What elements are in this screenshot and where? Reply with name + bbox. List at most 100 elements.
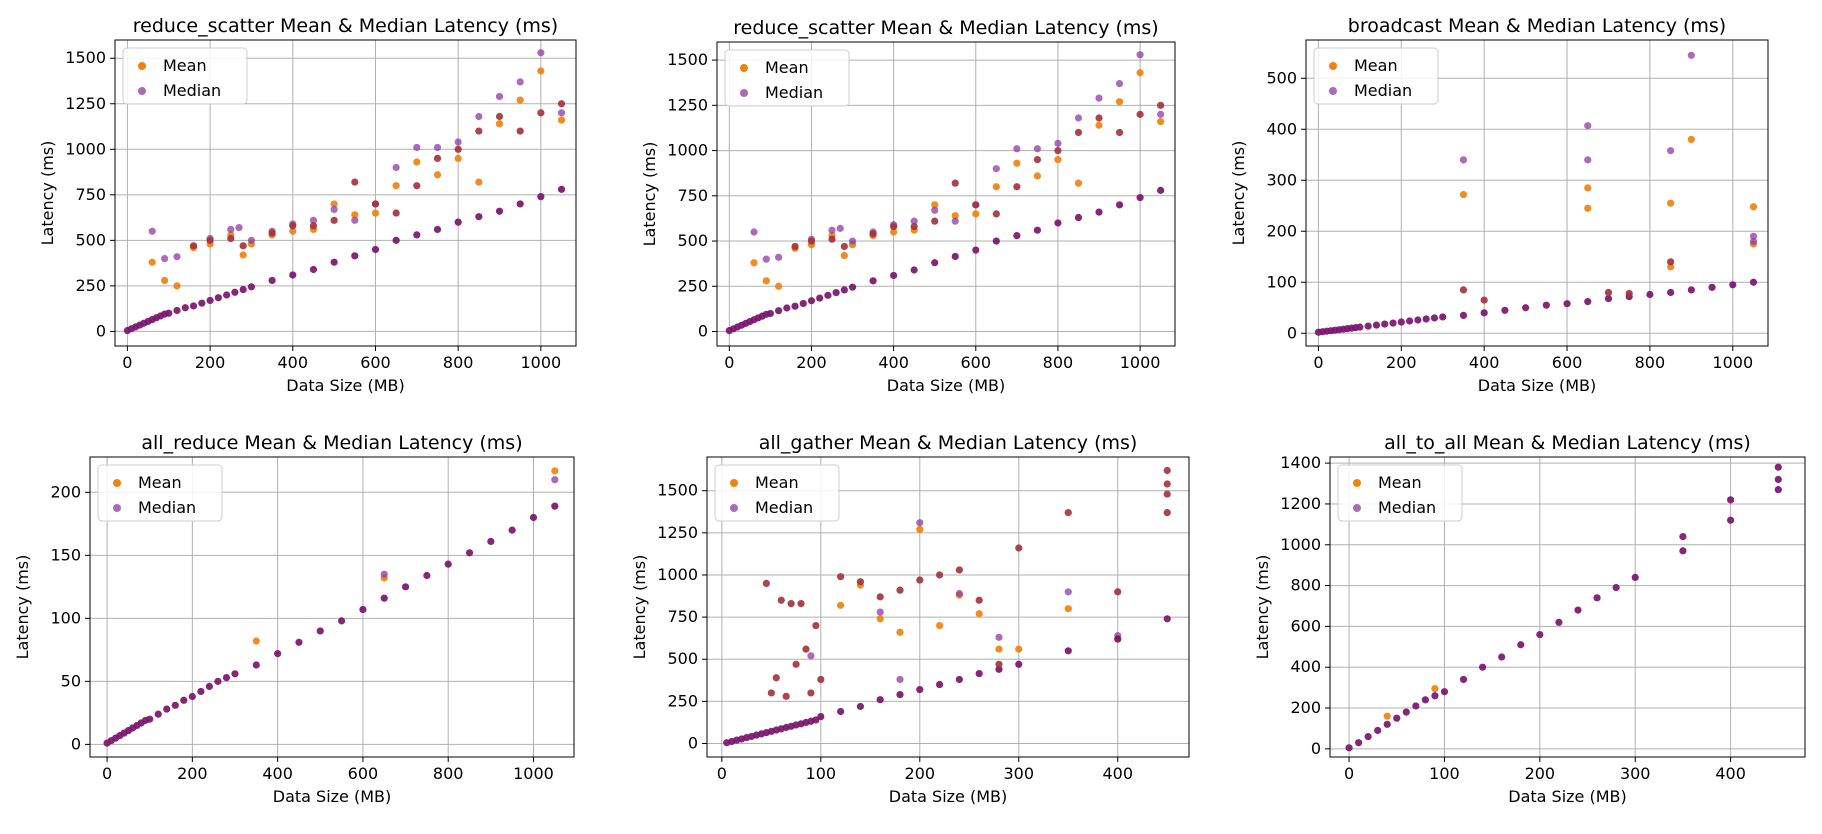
data-point bbox=[890, 222, 898, 231]
data-point bbox=[444, 560, 452, 568]
data-point bbox=[1667, 263, 1675, 271]
y-tick-label: 500 bbox=[677, 231, 708, 250]
data-point bbox=[163, 705, 171, 713]
chart-panel-4: all_reduce Mean & Median Latency (ms) 0 20… bbox=[13, 432, 575, 806]
data-point bbox=[837, 601, 845, 609]
data-point bbox=[1555, 618, 1563, 626]
data-point bbox=[828, 235, 836, 243]
data-point bbox=[750, 228, 758, 236]
data-point bbox=[951, 217, 959, 225]
data-point bbox=[1383, 712, 1391, 720]
data-point bbox=[295, 638, 303, 646]
data-point bbox=[1774, 486, 1782, 494]
data-point bbox=[916, 576, 924, 584]
data-point bbox=[239, 242, 247, 250]
y-tick-label: 1000 bbox=[1280, 535, 1321, 554]
data-point bbox=[935, 680, 944, 689]
data-point bbox=[495, 120, 504, 128]
data-point bbox=[1015, 645, 1023, 653]
y-tick-label: 1250 bbox=[657, 523, 698, 542]
x-tick-label: 800 bbox=[1043, 353, 1074, 372]
data-point bbox=[955, 566, 963, 574]
data-point bbox=[1074, 128, 1083, 137]
data-point bbox=[1679, 532, 1687, 541]
y-tick-label: 1500 bbox=[657, 481, 698, 500]
data-point bbox=[516, 127, 524, 135]
data-point bbox=[766, 309, 774, 318]
data-point bbox=[495, 207, 504, 215]
plot-frame bbox=[706, 456, 1190, 758]
data-point bbox=[931, 259, 939, 267]
data-point bbox=[1480, 296, 1488, 304]
data-point bbox=[165, 309, 173, 317]
data-point bbox=[1402, 708, 1410, 716]
data-point bbox=[1074, 179, 1083, 187]
data-point bbox=[896, 691, 904, 699]
y-tick-label: 300 bbox=[1266, 170, 1297, 189]
data-point bbox=[516, 200, 524, 208]
legend-marker-mean bbox=[138, 62, 146, 70]
data-point bbox=[475, 127, 483, 135]
data-point bbox=[1345, 744, 1353, 752]
y-tick-label: 250 bbox=[667, 691, 698, 710]
data-point bbox=[876, 696, 884, 704]
data-point bbox=[146, 715, 154, 723]
data-point bbox=[1136, 51, 1144, 59]
data-point bbox=[797, 600, 805, 608]
data-point bbox=[1667, 258, 1675, 266]
data-point bbox=[1646, 290, 1654, 299]
data-point bbox=[454, 138, 462, 146]
data-point bbox=[848, 237, 857, 245]
data-point bbox=[516, 78, 524, 86]
data-point bbox=[1374, 726, 1382, 735]
data-point bbox=[1584, 184, 1592, 192]
plot-frame bbox=[716, 41, 1176, 347]
y-tick-label: 1500 bbox=[65, 48, 106, 67]
data-point bbox=[762, 579, 770, 588]
data-point bbox=[1584, 122, 1592, 130]
x-tick-label: 600 bbox=[360, 353, 391, 372]
data-point bbox=[454, 154, 462, 162]
data-point bbox=[955, 675, 963, 684]
data-point bbox=[371, 245, 380, 254]
data-point bbox=[1439, 313, 1447, 321]
data-point bbox=[1054, 139, 1062, 147]
data-point bbox=[380, 570, 388, 578]
data-point bbox=[1095, 114, 1103, 122]
data-point bbox=[975, 596, 983, 604]
legend: Mean Median bbox=[724, 49, 850, 107]
data-point bbox=[1667, 199, 1675, 207]
data-point bbox=[239, 251, 247, 259]
data-point bbox=[148, 258, 156, 266]
data-point bbox=[1749, 237, 1758, 246]
data-point bbox=[189, 242, 198, 250]
data-point bbox=[1536, 630, 1544, 639]
y-tick-label: 0 bbox=[1311, 739, 1321, 758]
y-tick-label: 600 bbox=[1290, 616, 1321, 635]
y-tick-label: 0 bbox=[688, 734, 698, 753]
data-point bbox=[777, 596, 785, 604]
data-point bbox=[551, 476, 559, 484]
data-point bbox=[824, 291, 832, 299]
data-point bbox=[890, 228, 898, 236]
data-point bbox=[551, 467, 559, 475]
data-point bbox=[992, 237, 1000, 245]
data-point bbox=[392, 209, 400, 217]
data-point bbox=[1397, 318, 1405, 326]
data-point bbox=[1074, 213, 1083, 222]
y-tick-label: 0 bbox=[1287, 323, 1297, 342]
data-point bbox=[148, 227, 156, 235]
data-point bbox=[1033, 172, 1041, 180]
legend: Mean Median bbox=[714, 464, 840, 522]
legend-label: Median bbox=[1378, 498, 1436, 517]
data-point bbox=[1412, 702, 1420, 710]
data-point bbox=[289, 271, 297, 279]
data-point bbox=[931, 206, 939, 214]
data-point bbox=[1157, 110, 1165, 118]
chart-title: reduce_scatter Mean & Median Latency (ms… bbox=[733, 17, 1158, 39]
y-tick-label: 1250 bbox=[65, 94, 106, 113]
data-point bbox=[972, 201, 980, 209]
y-tick-label: 1000 bbox=[667, 141, 708, 160]
data-point bbox=[537, 109, 545, 117]
legend-box bbox=[97, 464, 223, 522]
